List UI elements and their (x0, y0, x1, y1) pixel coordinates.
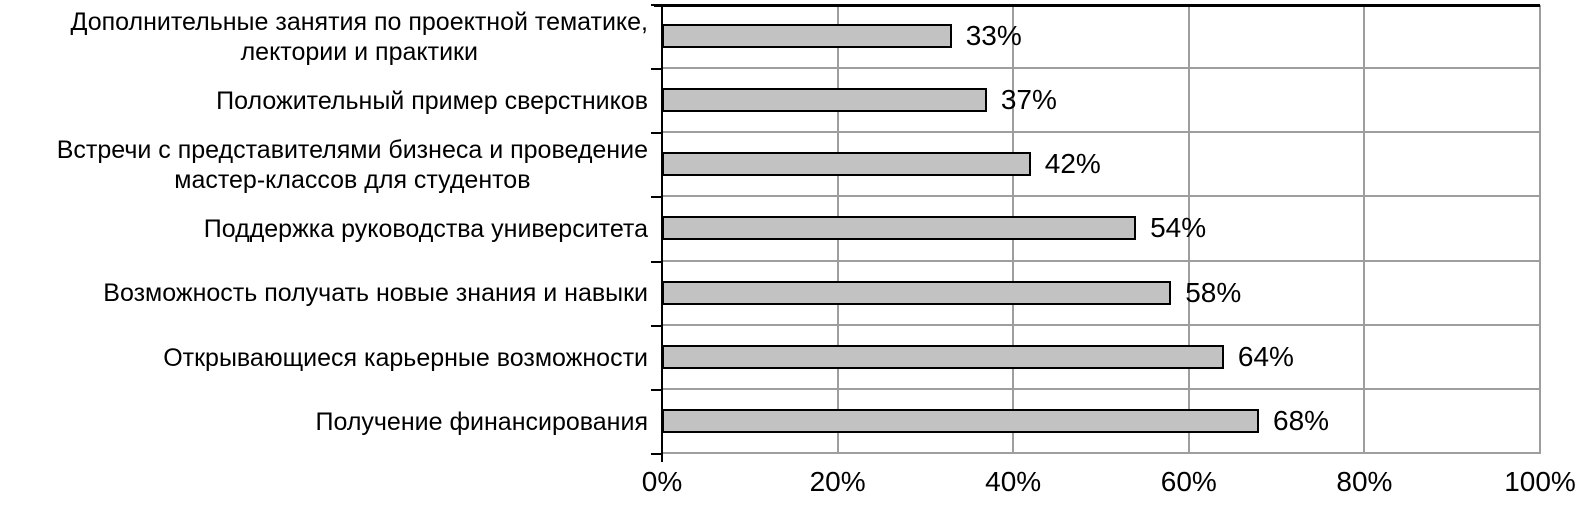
chart-row: 54% (662, 197, 1540, 262)
bar-rows: 33% 37% 42% 54% 58% 64% 68% (662, 5, 1540, 454)
bar (662, 280, 1172, 305)
gridline-vertical (1363, 5, 1366, 454)
chart-row: 33% (662, 5, 1540, 70)
category-label: Дополнительные занятия по проектной тема… (0, 5, 648, 69)
category-label-text: Встречи с представителями бизнеса и пров… (56, 135, 648, 195)
category-label: Открывающиеся карьерные возможности (0, 326, 648, 390)
axis-tick (651, 388, 661, 391)
chart-row: 64% (662, 326, 1540, 390)
bar (662, 344, 1224, 369)
chart-row: 42% (662, 133, 1540, 198)
gridline-vertical (1539, 5, 1541, 454)
bar (662, 152, 1031, 177)
bar (662, 408, 1260, 433)
gridline-vertical (1187, 5, 1190, 454)
x-axis-tick-label: 20% (809, 466, 866, 497)
bar-value-label: 58% (1185, 276, 1242, 308)
category-label: Поддержка руководства университета (0, 197, 648, 261)
category-label-text: Положительный пример сверстников (216, 86, 648, 115)
chart-row: 37% (662, 69, 1540, 134)
bar (662, 24, 952, 49)
category-label-text: Дополнительные занятия по проектной тема… (70, 7, 648, 67)
axis-tick (651, 260, 661, 263)
bar-value-label: 33% (965, 20, 1022, 52)
category-label-text: Возможность получать новые знания и навы… (103, 279, 648, 308)
axis-tick (651, 196, 661, 199)
axis-tick (651, 324, 661, 327)
x-axis-tick-label: 60% (1160, 466, 1217, 497)
axis-tick (651, 132, 661, 135)
category-axis-labels: Дополнительные занятия по проектной тема… (0, 5, 648, 454)
category-label-text: Поддержка руководства университета (203, 215, 648, 244)
chart-row: 58% (662, 262, 1540, 326)
category-label: Положительный пример сверстников (0, 69, 648, 133)
bar-value-label: 68% (1273, 404, 1330, 436)
plot-top-border (654, 4, 1540, 7)
x-axis-tick-label: 100% (1504, 466, 1575, 497)
plot-area: 33% 37% 42% 54% 58% 64% 68% (651, 4, 1541, 462)
axis-tick (651, 68, 661, 71)
axis-tick (651, 4, 661, 6)
x-axis-tick-label: 0% (641, 466, 683, 497)
chart-row: 68% (662, 390, 1540, 454)
bar (662, 216, 1137, 241)
bar (662, 88, 987, 113)
bar-value-label: 42% (1044, 148, 1101, 180)
category-label: Получение финансирования (0, 390, 649, 454)
category-label-text: Получение финансирования (315, 407, 649, 436)
y-axis-line (661, 5, 663, 462)
category-label: Встречи с представителями бизнеса и пров… (0, 133, 648, 197)
category-label: Возможность получать новые знания и навы… (0, 262, 648, 326)
x-axis-tick-label: 80% (1336, 466, 1393, 497)
category-label-text: Открывающиеся карьерные возможности (163, 343, 648, 372)
x-axis-tick-label: 40% (985, 466, 1042, 497)
bar-value-label: 54% (1150, 212, 1207, 244)
bar-value-label: 64% (1237, 340, 1294, 372)
axis-tick (651, 453, 661, 455)
bar-value-label: 37% (1000, 84, 1057, 116)
